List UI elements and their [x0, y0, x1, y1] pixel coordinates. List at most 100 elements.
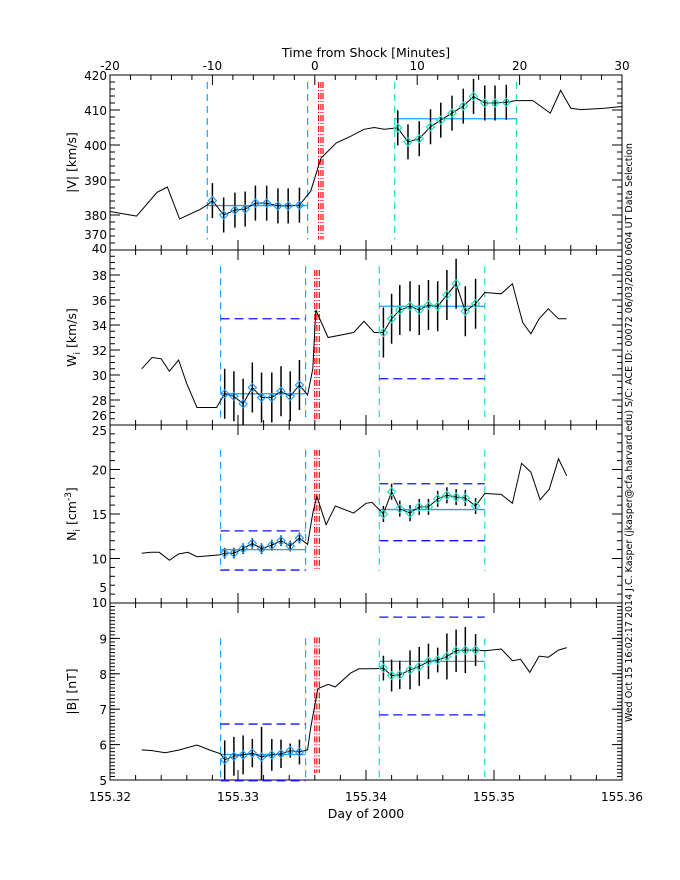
pre-data-point: [266, 750, 277, 760]
y-tick-label: 28: [92, 394, 107, 408]
post-data-point: [470, 645, 481, 655]
post-data-point: [432, 655, 443, 665]
pre-data-point: [238, 398, 248, 409]
post-data-point: [447, 108, 457, 118]
pre-data-point: [276, 386, 286, 397]
y-tick-label: 9: [99, 632, 107, 646]
pre-data-point: [207, 195, 218, 206]
pre-data-point: [229, 391, 239, 402]
post-data-point: [458, 101, 469, 111]
y-axis-label-part: [km/s]: [64, 308, 79, 352]
pre-data-point: [229, 548, 239, 559]
post-data-point: [414, 305, 425, 315]
top-tick-label: 20: [512, 59, 527, 73]
bottom-tick-label: 155.35: [473, 790, 515, 804]
post-data-point: [386, 313, 397, 324]
panel-4: 5 6 7 8 9 10 |B| [nT]: [64, 596, 623, 788]
post-data-point: [386, 486, 397, 497]
y-tick-label: 36: [92, 294, 107, 308]
y-axis-label-part: |B| [nT]: [64, 668, 79, 714]
y-axis-label-part: -3: [64, 492, 74, 501]
post-data-point: [490, 98, 500, 108]
post-data-point: [378, 509, 389, 519]
pre-data-point: [218, 210, 229, 220]
pre-data-point: [266, 392, 277, 403]
pre-data-point: [285, 391, 296, 402]
post-data-point: [414, 502, 425, 512]
data-line: [141, 282, 567, 408]
post-data-point: [451, 278, 461, 289]
post-data-point: [460, 493, 471, 503]
y-axis-label-part: W: [64, 355, 79, 367]
post-data-point: [423, 300, 434, 310]
y-tick-label: 390: [84, 174, 107, 188]
panel-data: [110, 78, 622, 233]
y-axis-label-part: N: [64, 531, 79, 540]
post-data-point: [479, 98, 490, 108]
panel-frame: [109, 74, 623, 251]
top-tick-label: -20: [100, 59, 120, 73]
bottom-tick-label: 155.32: [89, 790, 131, 804]
y-axis-label-part: i: [73, 529, 83, 532]
post-data-point: [442, 490, 452, 501]
pre-data-point: [261, 198, 272, 208]
top-tick-label: 0: [311, 59, 319, 73]
y-tick-label: 6: [99, 739, 107, 753]
panel-data: [141, 258, 567, 425]
post-data-point: [423, 502, 434, 512]
y-axis-label: Wi [km/s]: [64, 308, 83, 367]
post-data-point: [501, 97, 512, 108]
pre-data-point: [283, 201, 294, 211]
panel-frame: [109, 249, 623, 426]
post-data-point: [386, 670, 397, 681]
pre-data-point: [229, 751, 239, 762]
y-tick-label: 10: [92, 553, 107, 567]
pre-data-point: [219, 754, 230, 765]
post-data-point: [432, 301, 443, 312]
pre-data-point: [256, 392, 267, 403]
panel-frame: [109, 602, 623, 781]
post-data-point: [442, 290, 452, 300]
pre-data-point: [256, 752, 267, 762]
pre-data-point: [238, 750, 248, 760]
y-tick-label: 7: [99, 703, 107, 717]
panel-frame: [109, 424, 623, 604]
side-annotation: Wed Oct 15 16:02:17 2014 J.C. Kasper (jk…: [624, 143, 635, 722]
post-data-point: [423, 656, 434, 667]
top-tick-label: 10: [410, 59, 425, 73]
pre-data-point: [219, 548, 230, 559]
pre-data-point: [256, 543, 267, 554]
post-data-point: [394, 503, 405, 514]
y-axis-label-part: |V| [km/s]: [64, 132, 79, 193]
y-axis-label: |V| [km/s]: [64, 132, 79, 193]
post-data-point: [451, 492, 461, 502]
y-tick-label: 25: [92, 424, 107, 438]
y-axis-label: |B| [nT]: [64, 668, 79, 714]
pre-data-point: [294, 380, 305, 390]
y-tick-label: 10: [92, 596, 107, 610]
y-axis-label-part: [cm: [64, 501, 79, 529]
pre-data-point: [285, 541, 296, 551]
pre-data-point: [247, 748, 258, 758]
pre-data-point: [238, 543, 248, 554]
post-data-point: [432, 494, 443, 504]
post-data-point: [414, 661, 425, 672]
bottom-axis-title: Day of 2000: [328, 806, 405, 821]
post-data-point: [442, 651, 452, 662]
y-tick-label: 30: [92, 369, 107, 383]
y-tick-label: 26: [92, 409, 107, 423]
y-tick-label: 15: [92, 508, 107, 522]
post-data-point: [460, 306, 471, 317]
y-tick-label: 370: [84, 228, 107, 242]
post-data-point: [403, 137, 413, 147]
pre-data-point: [240, 204, 251, 214]
panel-data: [141, 457, 568, 561]
y-tick-label: 8: [99, 668, 107, 682]
pre-data-point: [294, 533, 305, 543]
y-tick-label: 420: [84, 69, 107, 83]
pre-data-point: [247, 382, 258, 393]
y-tick-label: 38: [92, 269, 107, 283]
